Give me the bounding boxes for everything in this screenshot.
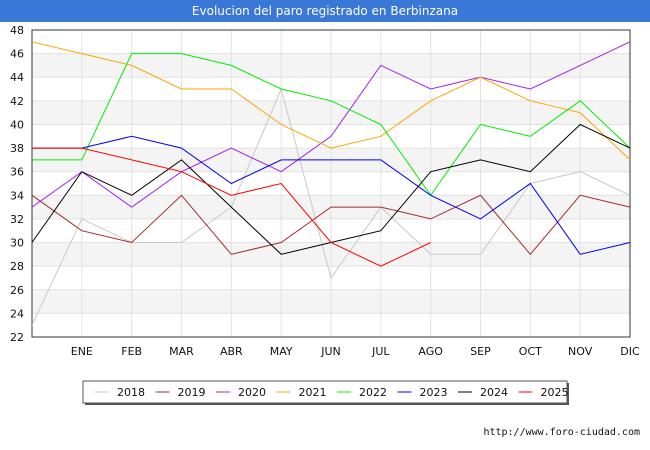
x-tick-label: MAR [169, 345, 194, 358]
x-tick-label: AGO [418, 345, 443, 358]
legend-label-2024: 2024 [480, 386, 508, 399]
legend-box [82, 380, 568, 404]
y-tick-label: 48 [10, 24, 24, 37]
y-tick-label: 42 [10, 95, 24, 108]
y-tick-label: 22 [10, 331, 24, 344]
series-line-2020 [31, 41, 631, 208]
chart-title: Evolucion del paro registrado en Berbinz… [0, 0, 650, 22]
legend-label-2022: 2022 [359, 386, 387, 399]
legend-label-2020: 2020 [238, 386, 266, 399]
x-tick-label: OCT [519, 345, 542, 358]
legend-label-2021: 2021 [299, 386, 327, 399]
source-url[interactable]: http://www.foro-ciudad.com [483, 427, 640, 438]
x-tick-labels: ENE FEB MAR ABR MAY JUN JUL AGO SEP OCT NOV DIC [71, 345, 640, 358]
series-line-2022 [32, 53, 631, 197]
y-tick-labels: 22 24 26 28 30 32 34 36 38 40 42 44 46 48 [10, 24, 24, 344]
x-tick-label: ENE [71, 345, 93, 358]
x-tick-label: NOV [568, 345, 593, 358]
x-tick-label: DIC [620, 345, 640, 358]
y-tick-label: 26 [10, 284, 24, 297]
y-tick-label: 38 [10, 142, 24, 155]
y-tick-label: 46 [10, 48, 24, 61]
x-tick-label: JUN [320, 345, 341, 358]
x-tick-label: SEP [470, 345, 491, 358]
legend-label-2018: 2018 [117, 386, 145, 399]
x-tick-label: FEB [121, 345, 142, 358]
series-lines [31, 41, 631, 326]
y-tick-label: 34 [10, 189, 24, 202]
y-tick-label: 36 [10, 166, 24, 179]
x-tick-label: JUL [371, 345, 390, 358]
series-line-2025 [32, 147, 431, 267]
y-tick-label: 24 [10, 307, 24, 320]
series-line-2019 [31, 194, 631, 256]
legend-label-2025: 2025 [541, 386, 569, 399]
series-line-2021 [31, 41, 631, 161]
x-tick-label: MAY [270, 345, 293, 358]
legend-label-2019: 2019 [178, 386, 206, 399]
series-line-2023 [32, 135, 631, 255]
y-tick-label: 44 [10, 71, 24, 84]
plot-frame [31, 29, 631, 338]
axes [31, 29, 631, 338]
y-tick-label: 40 [10, 118, 24, 131]
legend: 2018 2019 2020 2021 2022 2023 2024 2025 [82, 380, 569, 405]
y-tick-label: 28 [10, 260, 24, 273]
y-tick-label: 32 [10, 213, 24, 226]
legend-label-2023: 2023 [420, 386, 448, 399]
x-tick-label: ABR [220, 345, 243, 358]
y-tick-label: 30 [10, 237, 24, 250]
